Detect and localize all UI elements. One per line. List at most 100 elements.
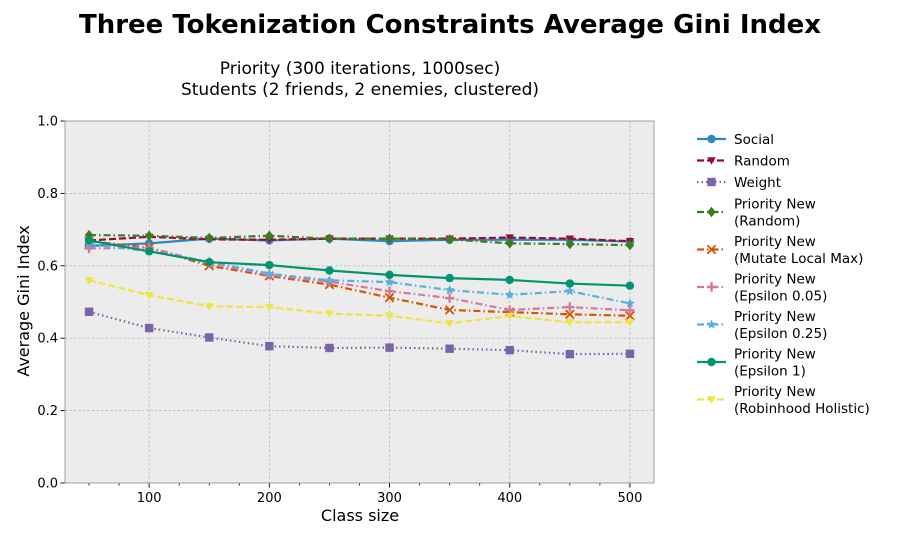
- data-point: [84, 236, 94, 245]
- data-point: [445, 320, 454, 328]
- data-point: [625, 310, 635, 321]
- data-point: [384, 276, 395, 287]
- data-point: [444, 293, 455, 303]
- data-point: [205, 303, 214, 311]
- data-point: [205, 232, 214, 244]
- data-point: [144, 230, 154, 241]
- series-7: [84, 236, 635, 290]
- x-tick-label: 500: [618, 491, 643, 506]
- data-point: [444, 305, 455, 315]
- legend-label: Priority New: [734, 347, 816, 363]
- data-point: [625, 281, 635, 290]
- legend-label: (Random): [734, 214, 800, 230]
- data-point: [565, 319, 575, 327]
- y-tick-label: 0.6: [37, 259, 58, 274]
- legend-marker: [707, 206, 716, 218]
- data-point: [444, 284, 455, 295]
- data-point: [505, 312, 514, 321]
- legend-label: (Epsilon 1): [734, 364, 806, 380]
- chart-subtitle-line-1: Priority (300 iterations, 1000sec): [220, 59, 500, 79]
- data-point: [325, 266, 334, 275]
- y-tick-label: 0.2: [37, 404, 58, 419]
- data-point: [144, 291, 154, 300]
- legend-label: Weight: [734, 175, 781, 191]
- legend-marker: [707, 177, 716, 187]
- plot-background: [65, 121, 654, 483]
- data-point: [384, 292, 395, 303]
- legend-label: Priority New: [734, 234, 816, 250]
- data-point: [565, 349, 575, 359]
- data-point: [505, 345, 514, 355]
- legend-label: (Epsilon 0.05): [734, 289, 827, 305]
- series-line: [88, 237, 630, 247]
- data-point: [264, 268, 275, 278]
- series-line: [89, 233, 630, 247]
- data-point: [445, 234, 454, 245]
- legend: Social Random Weight Priority New (Random) Pr…: [697, 132, 870, 417]
- legend-label: Random: [734, 154, 790, 170]
- data-point: [504, 289, 515, 299]
- data-point: [625, 319, 635, 327]
- series-line: [88, 235, 631, 243]
- data-point: [325, 310, 334, 318]
- data-point: [625, 305, 635, 316]
- data-point: [265, 341, 274, 351]
- series-2: [84, 307, 635, 359]
- legend-marker: [706, 244, 717, 255]
- series-line: [88, 239, 630, 287]
- data-point: [385, 312, 394, 320]
- legend-marker: [706, 319, 717, 329]
- data-point: [625, 239, 635, 251]
- legend-marker: [706, 282, 717, 292]
- x-tick-label: 300: [377, 491, 402, 506]
- data-point: [265, 260, 274, 270]
- data-point: [625, 349, 635, 358]
- y-tick-label: 0.4: [37, 332, 58, 347]
- chart-subtitle-line-2: Students (2 friends, 2 enemies, clustere…: [181, 80, 539, 100]
- data-point: [505, 238, 514, 249]
- legend-marker: [707, 157, 716, 165]
- data-point: [84, 277, 94, 285]
- y-tick-label: 1.0: [37, 115, 58, 130]
- legend-marker: [707, 396, 716, 404]
- data-point: [565, 302, 575, 312]
- chart-title: Three Tokenization Constraints Average G…: [79, 10, 821, 40]
- data-point: [384, 286, 395, 296]
- series-3: [84, 229, 635, 251]
- legend-label: Social: [734, 132, 774, 148]
- x-tick-label: 400: [497, 491, 522, 506]
- data-point: [205, 333, 214, 342]
- x-tick-label: 200: [257, 491, 282, 506]
- data-point: [445, 344, 454, 353]
- y-axis-label: Average Gini Index: [14, 225, 33, 376]
- data-point: [385, 233, 394, 244]
- data-point: [385, 343, 394, 352]
- data-point: [565, 309, 575, 320]
- data-point: [325, 343, 334, 353]
- data-point: [625, 298, 635, 308]
- legend-label: (Robinhood Holistic): [734, 401, 870, 417]
- y-tick-label: 0.0: [37, 477, 58, 492]
- data-point: [565, 238, 575, 250]
- legend-label: Priority New: [734, 384, 816, 400]
- data-point: [445, 273, 454, 283]
- legend-label: Priority New: [734, 309, 816, 325]
- legend-label: Priority New: [734, 272, 816, 288]
- x-axis-label: Class size: [321, 506, 399, 525]
- data-point: [265, 230, 274, 241]
- data-point: [385, 270, 394, 280]
- data-point: [505, 234, 514, 242]
- y-tick-label: 0.8: [37, 187, 58, 202]
- data-point: [564, 285, 575, 296]
- data-point: [84, 229, 94, 241]
- legend-marker: [707, 357, 716, 367]
- data-point: [265, 303, 274, 312]
- data-point: [325, 233, 334, 244]
- series-line: [88, 279, 630, 325]
- data-point: [505, 275, 514, 285]
- legend-label: (Mutate Local Max): [734, 251, 863, 267]
- legend-label: (Epsilon 0.25): [734, 326, 827, 342]
- data-point: [144, 323, 154, 333]
